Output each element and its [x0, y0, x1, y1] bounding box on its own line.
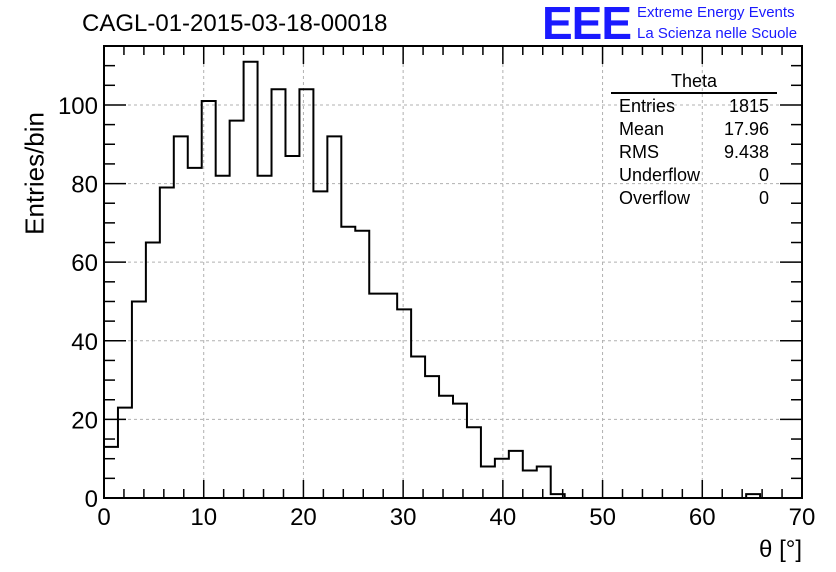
y-tick-label: 60: [71, 250, 98, 277]
stats-row-mean: Mean 17.96: [611, 118, 777, 141]
y-tick-label: 100: [58, 93, 98, 120]
stats-title: Theta: [611, 70, 777, 94]
stats-label: Entries: [619, 96, 676, 116]
x-tick-label: 40: [490, 504, 517, 531]
stats-value: 0: [758, 188, 769, 208]
stats-row-overflow: Overflow 0: [611, 187, 777, 210]
x-tick-label: 70: [789, 504, 816, 531]
y-axis-label: Entries/bin: [19, 112, 50, 235]
y-tick-label: 20: [71, 407, 98, 434]
x-tick-label: 20: [290, 504, 317, 531]
logo-line-1: Extreme Energy Events: [637, 4, 795, 21]
logo-line-2: La Scienza nelle Scuole: [637, 25, 798, 42]
stats-value: 0: [758, 165, 769, 185]
y-tick-label: 80: [71, 172, 98, 199]
y-tick-label: 0: [85, 486, 98, 513]
stats-row-rms: RMS 9.438: [611, 141, 777, 164]
axis-ticks: [103, 45, 803, 499]
y-tick-label: 40: [71, 329, 98, 356]
stats-value: 1815: [728, 96, 769, 116]
stats-row-entries: Entries 1815: [611, 95, 777, 118]
stats-value: 9.438: [723, 142, 769, 162]
stats-label: Underflow: [619, 165, 701, 185]
chart-title: CAGL-01-2015-03-18-00018: [82, 10, 388, 37]
plot-frame: [103, 45, 803, 499]
eee-logo: EEE: [542, 0, 632, 49]
grid-lines: [104, 46, 802, 498]
x-axis-label: θ [°]: [759, 536, 802, 563]
x-tick-label: 50: [589, 504, 616, 531]
tick-labels: 0 10 20 30 40 50 60 70 0 20 40 60 80 100: [58, 93, 815, 531]
stats-value: 17.96: [723, 119, 769, 139]
stats-label: Mean: [619, 119, 665, 139]
x-tick-label: 30: [390, 504, 417, 531]
stats-label: RMS: [619, 142, 659, 162]
x-tick-label: 10: [190, 504, 217, 531]
stats-row-underflow: Underflow 0: [611, 164, 777, 187]
stats-box: Theta Entries 1815 Mean 17.96 RMS 9.438 …: [611, 70, 777, 210]
x-tick-label: 60: [689, 504, 716, 531]
x-tick-label: 0: [97, 504, 110, 531]
stats-label: Overflow: [619, 188, 691, 208]
